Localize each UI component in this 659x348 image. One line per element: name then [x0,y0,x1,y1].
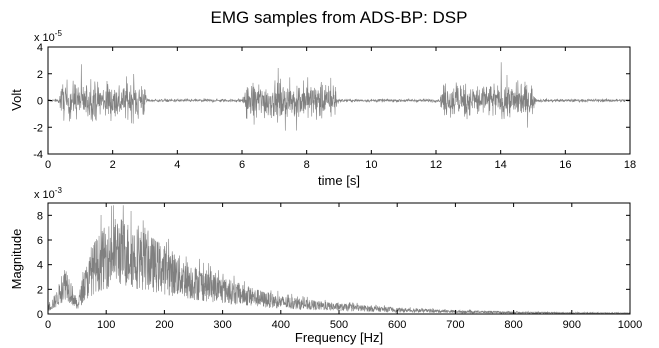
spectrum-trace [47,205,631,315]
x-tick-label: 8 [304,159,310,171]
x-tick-label: 700 [446,319,464,331]
x-tick-label: 2 [110,159,116,171]
x-tick-label: 16 [559,159,571,171]
x-tick-label: 500 [330,319,348,331]
x-tick-label: 6 [239,159,245,171]
y-tick-label: 4 [37,260,43,272]
emg-time-chart: 0 2 4 6 8 10 12 14 16 18 -4 -2 0 2 4 time [s] Volt x … [9,29,636,188]
spectrum-plot-area [48,203,630,314]
spectrum-x-label: Frequency [Hz] [295,330,383,345]
y-tick-label: -2 [33,122,43,134]
x-tick-label: 1000 [618,319,642,331]
spectrum-x-ticks: 0 100 200 300 400 500 600 700 800 900 1000 [45,203,642,331]
x-tick-label: 4 [174,159,180,171]
x-tick-label: 12 [430,159,442,171]
y-tick-label: -4 [33,149,43,161]
x-tick-label: 200 [155,319,173,331]
time-y-label: Volt [9,89,24,111]
spectrum-y-ticks: 0 2 4 6 8 [37,210,630,321]
x-tick-label: 100 [97,319,115,331]
x-tick-label: 900 [563,319,581,331]
y-tick-label: 4 [37,42,43,54]
spectrum-line [47,205,631,315]
spectrum-y-label: Magnitude [9,229,24,290]
time-y-ticks: -4 -2 0 2 4 [33,42,630,161]
x-tick-label: 0 [45,319,51,331]
y-tick-label: 0 [37,96,43,108]
time-series-line [47,62,631,131]
y-tick-label: 6 [37,235,43,247]
x-tick-label: 400 [272,319,290,331]
y-tick-label: 0 [37,309,43,321]
y-tick-label: 2 [37,69,43,81]
y-tick-label: 2 [37,284,43,296]
time-x-label: time [s] [318,173,360,188]
x-tick-label: 300 [213,319,231,331]
x-tick-label: 0 [45,159,51,171]
x-tick-label: 800 [504,319,522,331]
x-tick-label: 600 [388,319,406,331]
time-series-trace [47,62,631,131]
x-tick-label: 18 [624,159,636,171]
time-x-ticks: 0 2 4 6 8 10 12 14 16 18 [45,47,636,171]
x-tick-label: 14 [495,159,507,171]
figure-title: EMG samples from ADS-BP: DSP [211,8,468,27]
spectrum-y-exponent: x 10-3 [34,186,62,201]
y-tick-label: 8 [37,210,43,222]
time-y-exponent: x 10-5 [34,29,62,44]
x-tick-label: 10 [365,159,377,171]
emg-spectrum-chart: 0 100 200 300 400 500 600 700 800 900 1000 0 2 4 6 8 F… [9,186,642,345]
